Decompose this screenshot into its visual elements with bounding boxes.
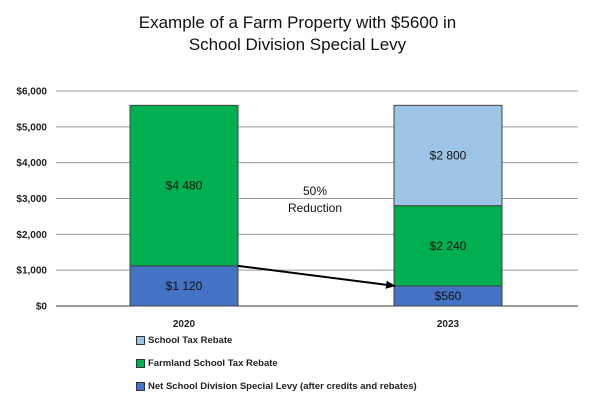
- legend-label: School Tax Rebate: [148, 335, 233, 346]
- data-labels: $1 120 $4 480 $560 $2 240 $2 800: [166, 149, 467, 303]
- data-label: $4 480: [166, 179, 203, 193]
- y-tick-label: $3,000: [16, 194, 47, 205]
- bar-segment: [129, 265, 239, 307]
- y-tick-label: $5,000: [16, 122, 47, 133]
- bar-segment: [129, 104, 239, 267]
- legend-item-net-special-levy: Net School Division Special Levy (after …: [136, 381, 417, 392]
- bar-segment: [393, 205, 503, 287]
- bar-segment: [393, 104, 503, 207]
- data-label: $1 120: [166, 279, 203, 293]
- annotation-line-1: 50%: [303, 184, 327, 198]
- y-tick-label: $1,000: [16, 266, 47, 277]
- legend-label: Farmland School Tax Rebate: [148, 358, 278, 369]
- data-label: $2 800: [430, 149, 467, 163]
- annotation-line-2: Reduction: [288, 201, 342, 215]
- y-tick-label: $2,000: [16, 230, 47, 241]
- x-tick-label: 2023: [437, 319, 460, 330]
- y-tick-label: $0: [36, 302, 48, 313]
- y-axis: $0 $1,000 $2,000 $3,000 $4,000 $5,000 $6,000: [16, 87, 47, 313]
- bars: [129, 104, 503, 307]
- y-tick-label: $6,000: [16, 87, 47, 98]
- x-tick-label: 2020: [173, 319, 196, 330]
- data-label: $560: [435, 289, 462, 303]
- x-axis: 2020 2023: [173, 319, 460, 330]
- legend-swatch: [136, 382, 145, 391]
- data-label: $2 240: [430, 239, 467, 253]
- chart-title-line-2: School Division Special Levy: [188, 35, 407, 54]
- legend-label: Net School Division Special Levy (after …: [148, 381, 417, 392]
- annotation: 50% Reduction: [288, 184, 342, 215]
- legend-swatch: [136, 336, 145, 345]
- legend-item-farmland-school-tax-rebate: Farmland School Tax Rebate: [136, 358, 278, 369]
- reduction-arrow: [237, 264, 396, 289]
- y-tick-label: $4,000: [16, 158, 47, 169]
- legend-item-school-tax-rebate: School Tax Rebate: [136, 335, 232, 346]
- legend-swatch: [136, 359, 145, 368]
- chart-title-line-1: Example of a Farm Property with $5600 in: [138, 13, 457, 32]
- chart-title: Example of a Farm Property with $5600 in…: [0, 12, 595, 56]
